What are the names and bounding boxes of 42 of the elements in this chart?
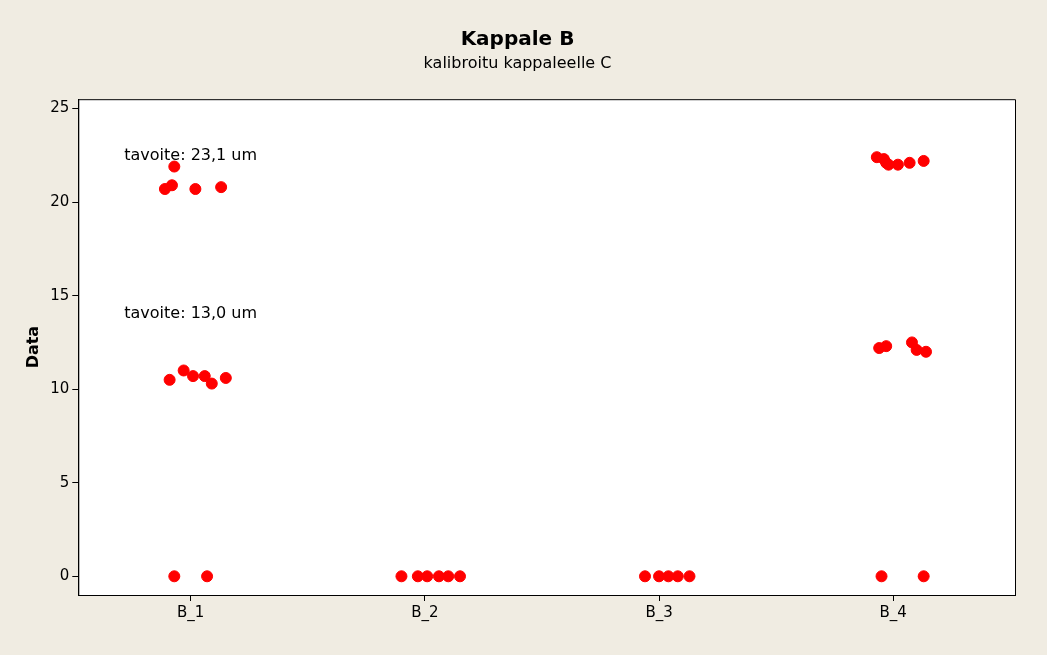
x-tick-label: B_2 [411, 602, 439, 622]
point [432, 570, 445, 583]
point [903, 156, 916, 169]
point [201, 570, 214, 583]
y-axis-title: Data [22, 325, 42, 369]
point [683, 570, 696, 583]
chart-subtitle: kalibroitu kappaleelle C [423, 52, 612, 72]
point [875, 570, 888, 583]
point [395, 570, 408, 583]
x-tick-label: B_1 [177, 602, 205, 622]
y-tick-label: 25 [50, 98, 70, 117]
point [177, 364, 190, 377]
y-tick-label: 20 [50, 191, 70, 210]
x-tick-label: B_4 [879, 602, 907, 622]
point [421, 570, 434, 583]
point [917, 570, 930, 583]
point [215, 181, 228, 194]
point [639, 570, 651, 583]
point [917, 154, 930, 167]
x-tick-label: B_3 [645, 602, 673, 622]
point [910, 343, 923, 356]
point [442, 570, 455, 583]
annotation: tavoite: 13,0 um [124, 303, 258, 323]
point [189, 183, 202, 196]
point [163, 373, 176, 386]
point [454, 570, 466, 583]
point [187, 370, 200, 383]
y-tick-label: 15 [50, 285, 70, 304]
point [219, 371, 232, 384]
point [168, 160, 181, 173]
point [880, 340, 893, 353]
point [205, 377, 218, 390]
annotation: tavoite: 23,1 um [124, 144, 258, 164]
point [671, 570, 684, 583]
y-tick-label: 10 [50, 379, 70, 398]
point [168, 570, 181, 583]
point [158, 183, 171, 196]
point [198, 370, 211, 383]
y-tick-label: 5 [59, 472, 70, 491]
y-tick-label: 0 [59, 566, 70, 585]
chart-title: Kappale B [460, 26, 575, 51]
point [920, 345, 933, 358]
